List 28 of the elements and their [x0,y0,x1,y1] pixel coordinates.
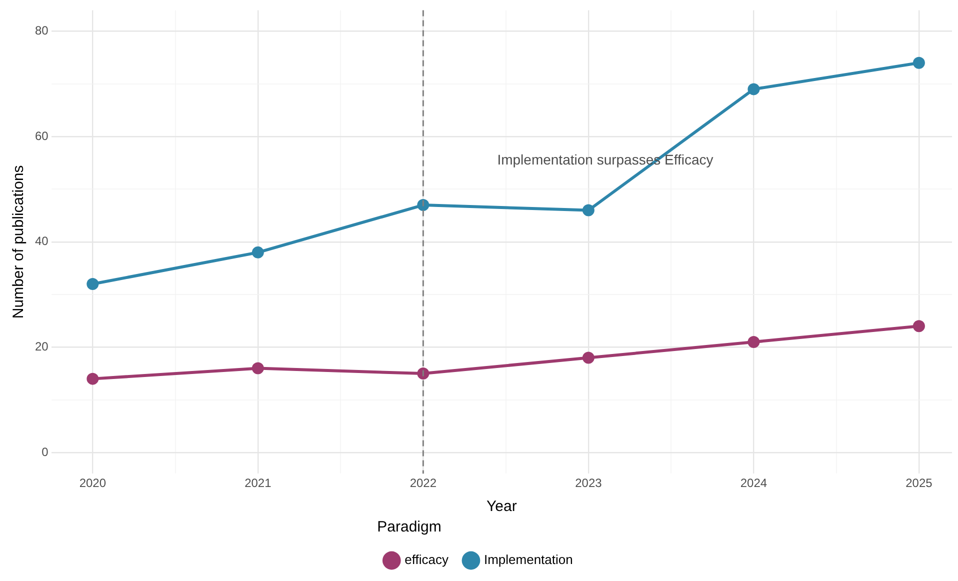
y-tick-label: 0 [42,444,49,459]
x-tick-label: 2023 [575,476,602,490]
point [86,372,99,385]
point [417,199,430,212]
x-tick-label: 2021 [244,476,272,490]
y-tick-label: 60 [34,128,49,143]
legend-label: efficacy [404,552,449,568]
y-tick-label: 20 [34,340,49,354]
point [748,83,760,96]
y-tick-label: 40 [34,234,49,248]
point [252,246,264,258]
point [912,320,925,332]
point [86,278,99,290]
y-tick-label: 80 [34,24,49,38]
point [252,362,264,374]
x-tick-label: 2024 [740,476,768,490]
x-tick-label: 2022 [410,476,437,490]
point [582,204,594,216]
legend-label: Implementation [484,552,573,568]
point [417,368,430,380]
point [912,56,925,69]
point [748,336,760,348]
x-tick-label: 2025 [906,476,933,490]
x-axis-title: Year [486,498,517,516]
legend-title: Paradigm [377,518,442,536]
y-axis-title: Number of publications [10,165,28,319]
x-tick-label: 2020 [79,476,106,490]
point [582,352,594,364]
